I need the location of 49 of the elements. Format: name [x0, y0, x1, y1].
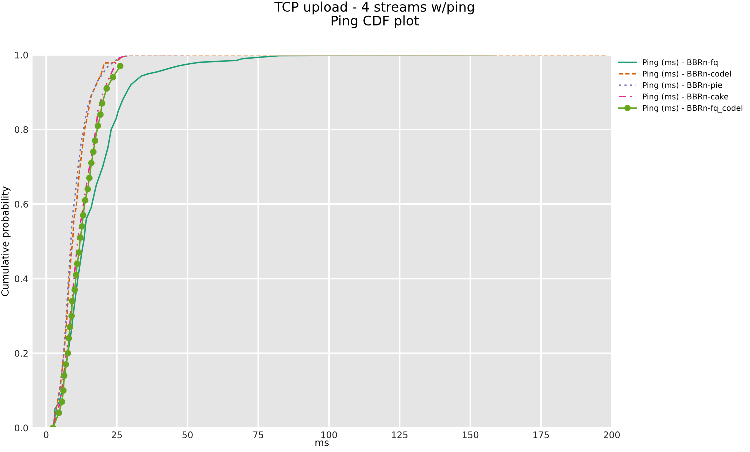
x-tick-label: 50: [182, 432, 193, 439]
point: [74, 260, 81, 268]
point: [117, 63, 124, 70]
y-tick-label: 0.6: [15, 201, 28, 208]
point: [82, 197, 89, 204]
x-tick-label: 175: [534, 432, 550, 439]
x-tick-label: 100: [322, 432, 338, 439]
point: [64, 350, 72, 357]
chart-title: TCP upload - 4 streams w/ping: [274, 2, 474, 15]
x-tick-label: 0: [44, 432, 49, 439]
point: [69, 298, 76, 304]
x-tick-label: 200: [604, 432, 620, 439]
chart-subtitle: Ping CDF plot: [332, 16, 420, 28]
x-tick-label: 150: [462, 432, 479, 439]
point: [90, 148, 97, 156]
point: [97, 112, 104, 118]
point: [73, 272, 80, 278]
point: [104, 86, 110, 92]
x-tick-label: 125: [392, 432, 408, 439]
point: [99, 100, 106, 107]
line-series: [55, 55, 186, 418]
point: [61, 372, 68, 380]
y-tick-label: 0.2: [15, 350, 28, 358]
y-tick-label: 0.0: [15, 424, 28, 432]
point: [86, 175, 93, 182]
point: [72, 286, 78, 294]
y-axis-title: Cumulative probability: [1, 186, 11, 296]
point: [88, 160, 95, 166]
point: [79, 223, 86, 230]
x-tick-label: 25: [112, 432, 122, 439]
point: [94, 122, 102, 130]
y-tick-label: 0.8: [15, 126, 28, 134]
point: [92, 138, 99, 144]
x-axis-title: ms: [316, 440, 329, 446]
point: [68, 312, 76, 320]
point: [80, 212, 87, 219]
point: [59, 398, 66, 406]
y-tick-label: 0.4: [15, 276, 28, 282]
x-tick-label: 75: [253, 432, 264, 439]
point: [66, 335, 72, 342]
point: [76, 250, 82, 256]
point: [62, 361, 70, 368]
point: [56, 410, 62, 416]
point: [60, 388, 67, 394]
point: [77, 234, 84, 242]
point: [110, 74, 116, 81]
point: [66, 324, 74, 331]
point: [84, 186, 92, 193]
y-tick-label: 1.0: [15, 52, 28, 59]
